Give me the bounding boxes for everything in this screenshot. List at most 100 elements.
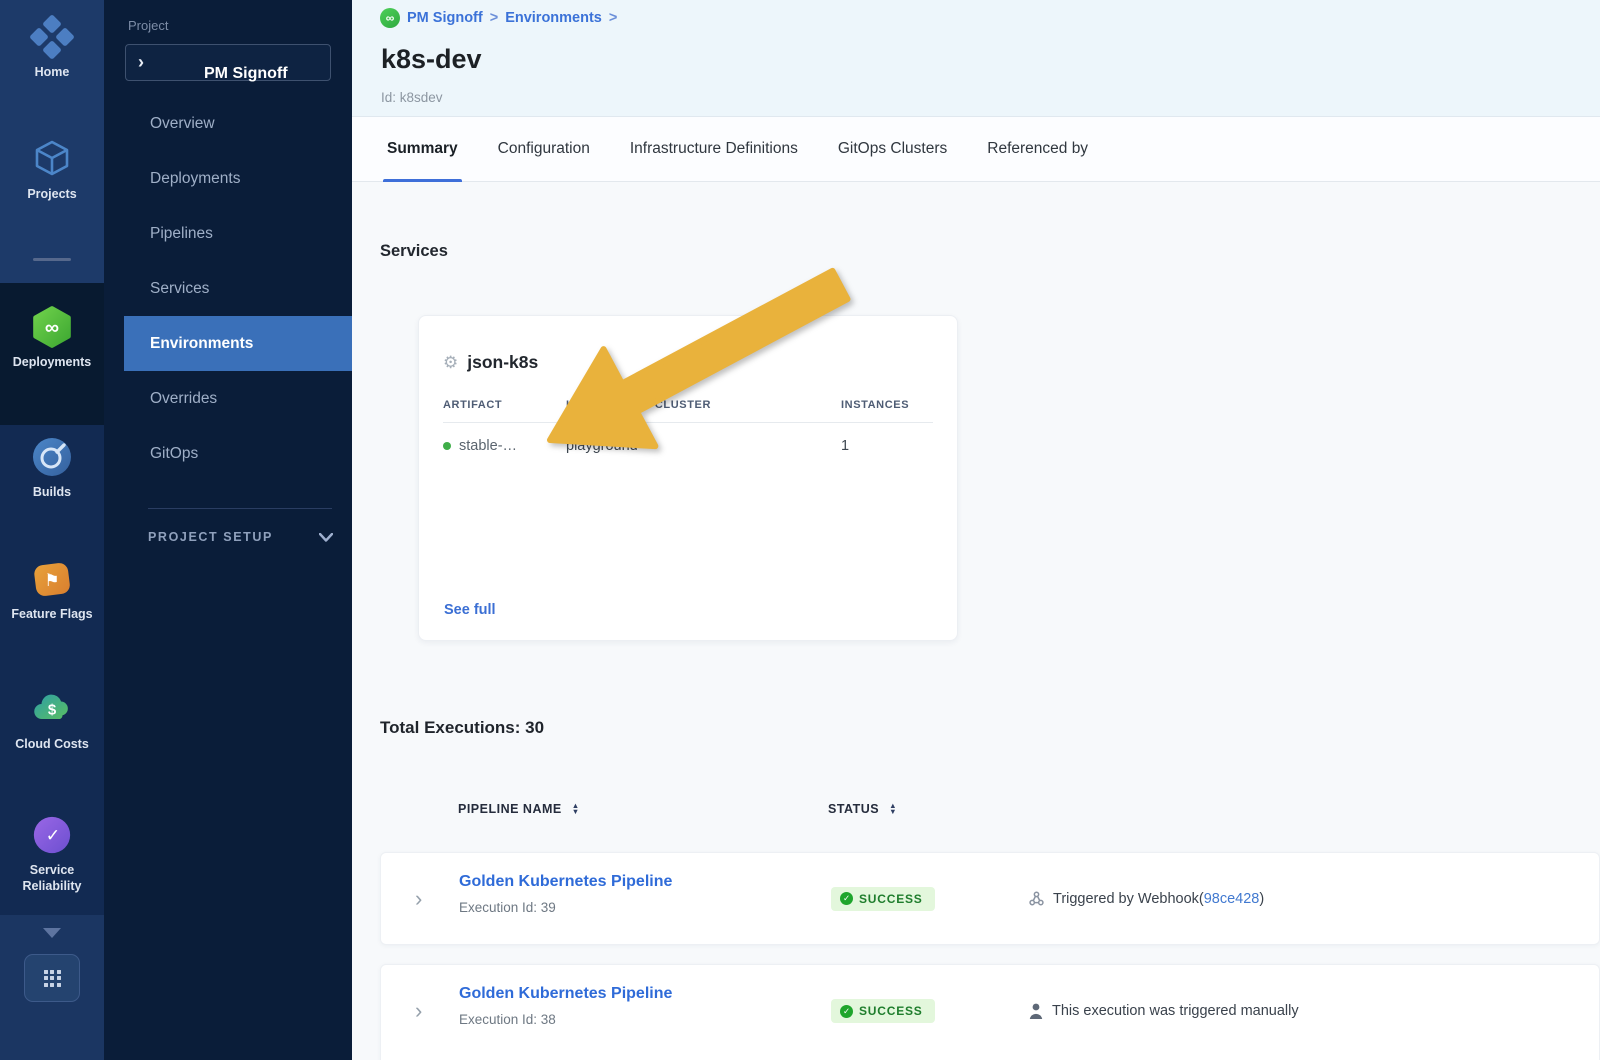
pipeline-link[interactable]: Golden Kubernetes Pipeline xyxy=(459,985,673,1002)
trigger-text: Triggered by Webhook( xyxy=(1053,890,1204,907)
chevron-down-icon xyxy=(319,532,333,542)
see-full-link[interactable]: See full xyxy=(444,602,496,618)
deployments-hexagon-icon: ∞ xyxy=(29,304,75,350)
webhook-hash-link[interactable]: 98ce428 xyxy=(1203,890,1260,907)
home-icon xyxy=(29,14,75,60)
sort-icon[interactable] xyxy=(889,803,897,816)
rail-item-label: Service Reliability xyxy=(22,863,82,893)
trigger-text: This execution was triggered manually xyxy=(1052,1003,1299,1019)
breadcrumb-separator: > xyxy=(608,10,618,26)
execution-id-text: Execution Id: 39 xyxy=(459,900,556,915)
rail-item-service-reliability[interactable]: ✓ Service Reliability xyxy=(0,812,104,894)
rail-item-home[interactable]: Home xyxy=(0,14,104,81)
breadcrumb-environments-link[interactable]: Environments xyxy=(505,10,602,26)
project-selector-value: PM Signoff xyxy=(204,65,288,82)
rail-item-label: Cloud Costs xyxy=(15,737,89,751)
execution-id-text: Execution Id: 38 xyxy=(459,1012,556,1027)
check-circle-icon xyxy=(840,1004,853,1018)
sidebar-divider xyxy=(148,508,332,509)
entity-id-text: Id: k8sdev xyxy=(381,90,443,105)
rail-item-label: Projects xyxy=(27,187,77,201)
sidebar-item-deployments[interactable]: Deployments xyxy=(150,169,241,187)
rail-divider xyxy=(33,258,71,261)
service-summary-card: json-k8s ARTIFACT INFRA/GITOPS CLUSTER I… xyxy=(418,315,958,641)
rail-item-deployments[interactable]: ∞ Deployments xyxy=(0,304,104,371)
sidebar-item-overview[interactable]: Overview xyxy=(150,114,215,132)
sidebar-item-pipelines[interactable]: Pipelines xyxy=(150,224,213,242)
sidebar-item-environments[interactable]: Environments xyxy=(124,316,352,371)
main-area: PM Signoff > Environments > k8s-dev Id: … xyxy=(352,0,1600,1060)
status-badge: SUCCESS xyxy=(831,999,935,1023)
tab-infrastructure-definitions[interactable]: Infrastructure Definitions xyxy=(629,140,798,157)
status-badge-label: SUCCESS xyxy=(859,1004,923,1018)
total-executions-heading: Total Executions: 30 xyxy=(380,718,545,737)
user-icon xyxy=(1029,1003,1043,1019)
project-section-label: Project xyxy=(128,18,169,33)
sidebar-item-overrides[interactable]: Overrides xyxy=(150,389,218,407)
gear-icon xyxy=(443,352,458,373)
project-selector[interactable]: PM Signoff xyxy=(125,44,331,82)
webhook-icon xyxy=(1029,891,1044,906)
breadcrumb-separator: > xyxy=(489,10,499,26)
breadcrumb-project-link[interactable]: PM Signoff xyxy=(407,10,483,26)
trigger-info: This execution was triggered manually xyxy=(1029,1003,1299,1019)
tab-gitops-clusters[interactable]: GitOps Clusters xyxy=(837,140,948,157)
trigger-info: Triggered by Webhook(98ce428) xyxy=(1029,891,1264,907)
project-nav: Overview Deployments Pipelines Services … xyxy=(104,96,352,481)
instances-value: 1 xyxy=(841,438,850,454)
rail-item-projects[interactable]: Projects xyxy=(0,136,104,203)
sidebar-item-gitops[interactable]: GitOps xyxy=(150,444,199,462)
execution-row[interactable]: Golden Kubernetes Pipeline Execution Id:… xyxy=(380,852,1600,945)
executions-table-header: PIPELINE NAME STATUS xyxy=(458,802,897,816)
svg-text:⚑: ⚑ xyxy=(44,571,59,590)
cd-module-icon xyxy=(380,8,400,28)
module-grid-button[interactable] xyxy=(24,954,80,1002)
svg-text:∞: ∞ xyxy=(45,317,59,339)
check-circle-icon xyxy=(840,892,853,905)
table-row: stable-… playground 1 xyxy=(443,438,933,454)
grid-icon xyxy=(43,969,61,987)
status-badge-label: SUCCESS xyxy=(859,891,923,906)
cube-icon xyxy=(29,136,75,182)
column-artifact: ARTIFACT xyxy=(443,399,503,411)
flag-icon: ⚑ xyxy=(29,556,75,602)
reliability-icon: ✓ xyxy=(29,812,75,858)
rail-item-label: Feature Flags xyxy=(11,607,93,621)
trigger-text: ) xyxy=(1259,890,1265,907)
tab-bar: Summary Configuration Infrastructure Def… xyxy=(352,116,1600,182)
project-setup-label: PROJECT SETUP xyxy=(148,530,273,544)
execution-row[interactable]: Golden Kubernetes Pipeline Execution Id:… xyxy=(380,964,1600,1060)
tab-summary[interactable]: Summary xyxy=(383,117,462,182)
rail-item-label: Deployments xyxy=(12,355,92,369)
svg-text:$: $ xyxy=(48,702,57,719)
rail-item-builds[interactable]: Builds xyxy=(0,434,104,501)
pipeline-link[interactable]: Golden Kubernetes Pipeline xyxy=(459,873,673,890)
rail-item-feature-flags[interactable]: ⚑ Feature Flags xyxy=(0,556,104,623)
services-heading: Services xyxy=(380,242,448,260)
tab-configuration[interactable]: Configuration xyxy=(497,140,590,157)
artifact-value: stable-… xyxy=(459,438,518,454)
sidebar-item-services[interactable]: Services xyxy=(150,279,210,297)
expand-chevron-icon[interactable] xyxy=(415,888,422,910)
column-status: STATUS xyxy=(828,802,880,816)
rail-item-label: Builds xyxy=(32,485,72,499)
project-setup-toggle[interactable]: PROJECT SETUP xyxy=(148,530,333,544)
expand-chevron-icon[interactable] xyxy=(415,1000,422,1022)
module-rail: Home Projects ∞ xyxy=(0,0,104,1060)
rail-collapse-triangle-icon[interactable] xyxy=(43,928,61,938)
page-title: k8s-dev xyxy=(381,44,482,74)
rail-item-cloud-costs[interactable]: $ Cloud Costs xyxy=(0,686,104,753)
column-infra-gitops-cluster: INFRA/GITOPS CLUSTER xyxy=(566,399,712,411)
column-pipeline-name: PIPELINE NAME xyxy=(458,802,562,816)
page-header: PM Signoff > Environments > k8s-dev Id: … xyxy=(352,0,1600,116)
service-table-header: ARTIFACT INFRA/GITOPS CLUSTER INSTANCES xyxy=(443,399,933,411)
rail-item-label: Home xyxy=(34,65,70,79)
status-badge: SUCCESS xyxy=(831,886,935,911)
tab-referenced-by[interactable]: Referenced by xyxy=(987,140,1089,157)
service-name: json-k8s xyxy=(467,352,539,372)
sort-icon[interactable] xyxy=(572,803,580,816)
column-instances: INSTANCES xyxy=(841,399,910,411)
summary-content: Services json-k8s ARTIFACT INFRA/GITOPS … xyxy=(352,182,1600,1060)
cluster-value: playground xyxy=(566,438,638,454)
